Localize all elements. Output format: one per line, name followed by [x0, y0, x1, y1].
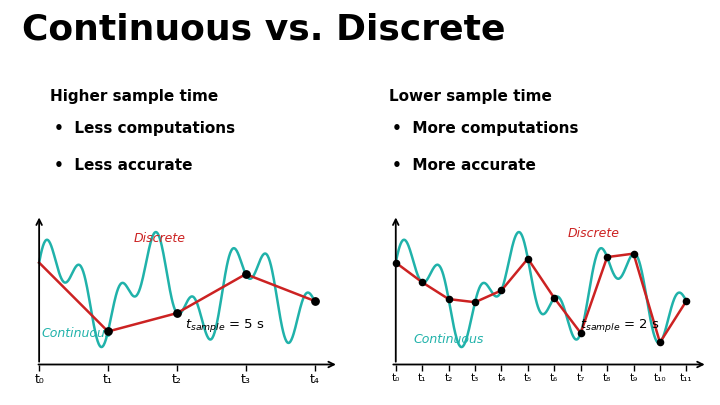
Point — [628, 250, 639, 257]
Point — [522, 256, 534, 262]
Point — [443, 296, 454, 302]
Point — [416, 279, 428, 286]
Point — [601, 254, 613, 260]
Text: •  Less accurate: • Less accurate — [54, 158, 192, 173]
Text: •  More accurate: • More accurate — [392, 158, 536, 173]
Text: Discrete: Discrete — [568, 226, 620, 240]
Text: Discrete: Discrete — [134, 232, 186, 245]
Text: Lower sample time: Lower sample time — [389, 89, 552, 104]
Point — [102, 328, 114, 335]
Text: •  Less computations: • Less computations — [54, 122, 235, 136]
Text: Continuous: Continuous — [413, 333, 484, 345]
Text: $t_{sample}$ = 5 s: $t_{sample}$ = 5 s — [185, 317, 265, 334]
Text: Continuous vs. Discrete: Continuous vs. Discrete — [22, 12, 505, 46]
Point — [469, 299, 481, 305]
Point — [575, 330, 587, 336]
Text: $t_{sample}$ = 2 s: $t_{sample}$ = 2 s — [580, 317, 660, 334]
Point — [680, 298, 692, 304]
Point — [240, 271, 251, 277]
Point — [171, 310, 183, 316]
Text: •  More computations: • More computations — [392, 122, 579, 136]
Point — [654, 339, 666, 346]
Text: Continuous: Continuous — [42, 327, 112, 340]
Text: Higher sample time: Higher sample time — [50, 89, 219, 104]
Point — [549, 295, 560, 301]
Point — [309, 298, 320, 304]
Point — [390, 259, 402, 266]
Point — [495, 287, 507, 294]
